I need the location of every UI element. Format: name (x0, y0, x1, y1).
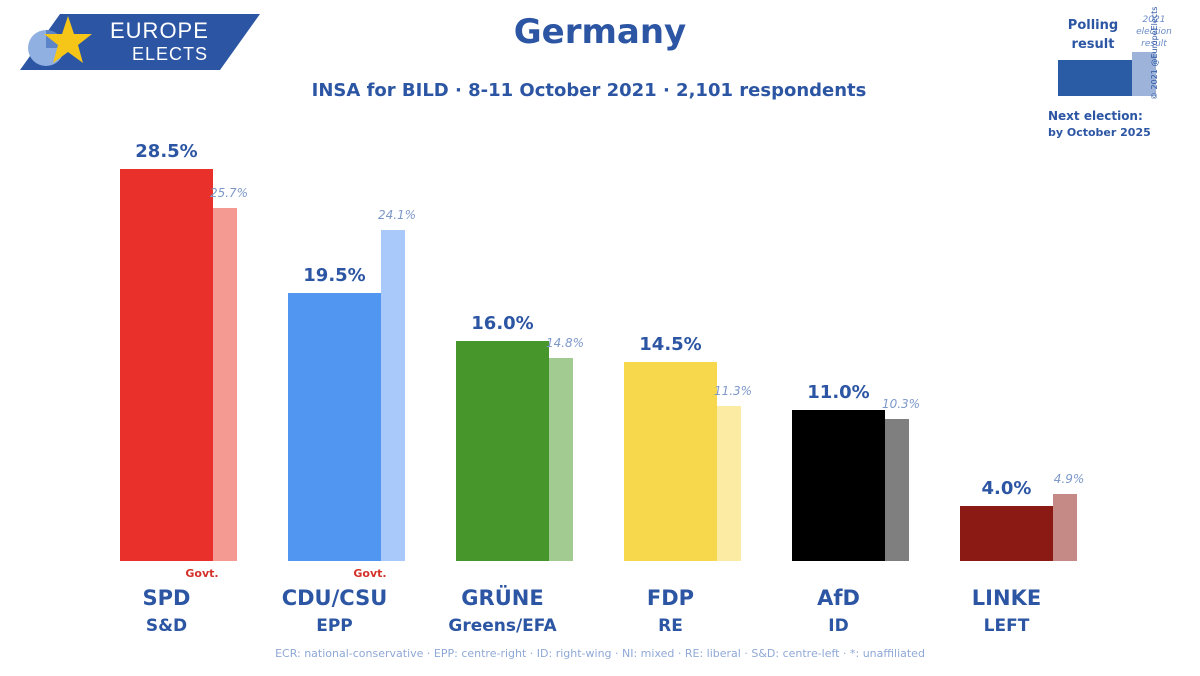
party-group-spd: S&D (145, 616, 188, 636)
election-label-cdu-csu: 24.1% (377, 207, 417, 222)
legend-polling-label: Polling result (1062, 16, 1124, 54)
election-label-linke: 4.9% (1053, 471, 1085, 486)
legend-election-label-line3: result (1141, 39, 1167, 49)
footnote: ECR: national-conservative · EPP: centre… (275, 647, 925, 660)
next-election-label: Next election: (1048, 109, 1143, 123)
value-label-linke: 4.0% (981, 478, 1032, 499)
chart-title: Germany (513, 12, 687, 52)
bar-polling-cdu-csu (288, 292, 381, 561)
bar-polling-spd (120, 169, 213, 561)
election-label-spd: 25.7% (209, 185, 249, 200)
bar-election-afd (885, 419, 909, 561)
legend-election-label-line1: 2021 (1142, 15, 1166, 25)
party-group-gr-ne: Greens/EFA (448, 616, 557, 636)
election-label-fdp: 11.3% (713, 383, 753, 398)
govt-label-cdu-csu: Govt. (353, 567, 387, 580)
party-name-gr-ne: GRÜNE (461, 586, 544, 610)
bar-election-cdu-csu (381, 229, 405, 561)
election-label-gr-ne: 14.8% (545, 335, 585, 350)
legend: Polling result 2021 election result Next… (1040, 8, 1200, 148)
logo-graphic (20, 14, 260, 70)
party-name-spd: SPD (142, 586, 191, 610)
next-election-date: by October 2025 (1048, 126, 1151, 139)
legend-election-label: 2021 election result (1128, 14, 1180, 50)
value-label-cdu-csu: 19.5% (303, 264, 366, 286)
chart-subtitle: INSA for BILD · 8-11 October 2021 · 2,10… (311, 80, 867, 101)
europe-elects-logo: EUROPE ELECTS (20, 14, 260, 70)
party-name-linke: LINKE (971, 586, 1042, 610)
value-label-fdp: 14.5% (639, 333, 702, 355)
party-group-linke: LEFT (983, 616, 1030, 636)
party-group-afd: ID (828, 616, 849, 636)
party-group-fdp: RE (658, 616, 683, 636)
party-name-cdu-csu: CDU/CSU (281, 586, 388, 610)
bar-polling-gr-ne (456, 341, 549, 561)
bar-polling-linke (960, 506, 1053, 561)
bar-election-gr-ne (549, 357, 573, 561)
legend-polling-swatch (1058, 60, 1132, 96)
value-label-spd: 28.5% (135, 141, 198, 163)
legend-election-label-line2: election (1136, 27, 1172, 37)
legend-polling-label-line1: Polling (1067, 18, 1119, 33)
party-name-afd: AfD (817, 586, 860, 610)
star-icon (44, 16, 92, 63)
election-label-afd: 10.3% (881, 397, 921, 412)
party-name-fdp: FDP (646, 586, 695, 610)
bar-polling-afd (792, 409, 885, 561)
legend-election-swatch (1132, 52, 1156, 96)
bar-election-linke (1053, 493, 1077, 561)
logo-line-2: ELECTS (132, 44, 209, 64)
party-group-cdu-csu: EPP (316, 616, 353, 636)
govt-label-spd: Govt. (185, 567, 219, 580)
bar-polling-fdp (624, 361, 717, 561)
copyright-text: © 2021 @EuropeElects (1150, 6, 1159, 100)
value-label-gr-ne: 16.0% (471, 313, 534, 334)
legend-polling-label-line2: result (1071, 37, 1115, 52)
bar-election-fdp (717, 405, 741, 561)
value-label-afd: 11.0% (807, 381, 870, 403)
logo-line-1: EUROPE (110, 18, 209, 43)
bar-election-spd (213, 207, 237, 561)
